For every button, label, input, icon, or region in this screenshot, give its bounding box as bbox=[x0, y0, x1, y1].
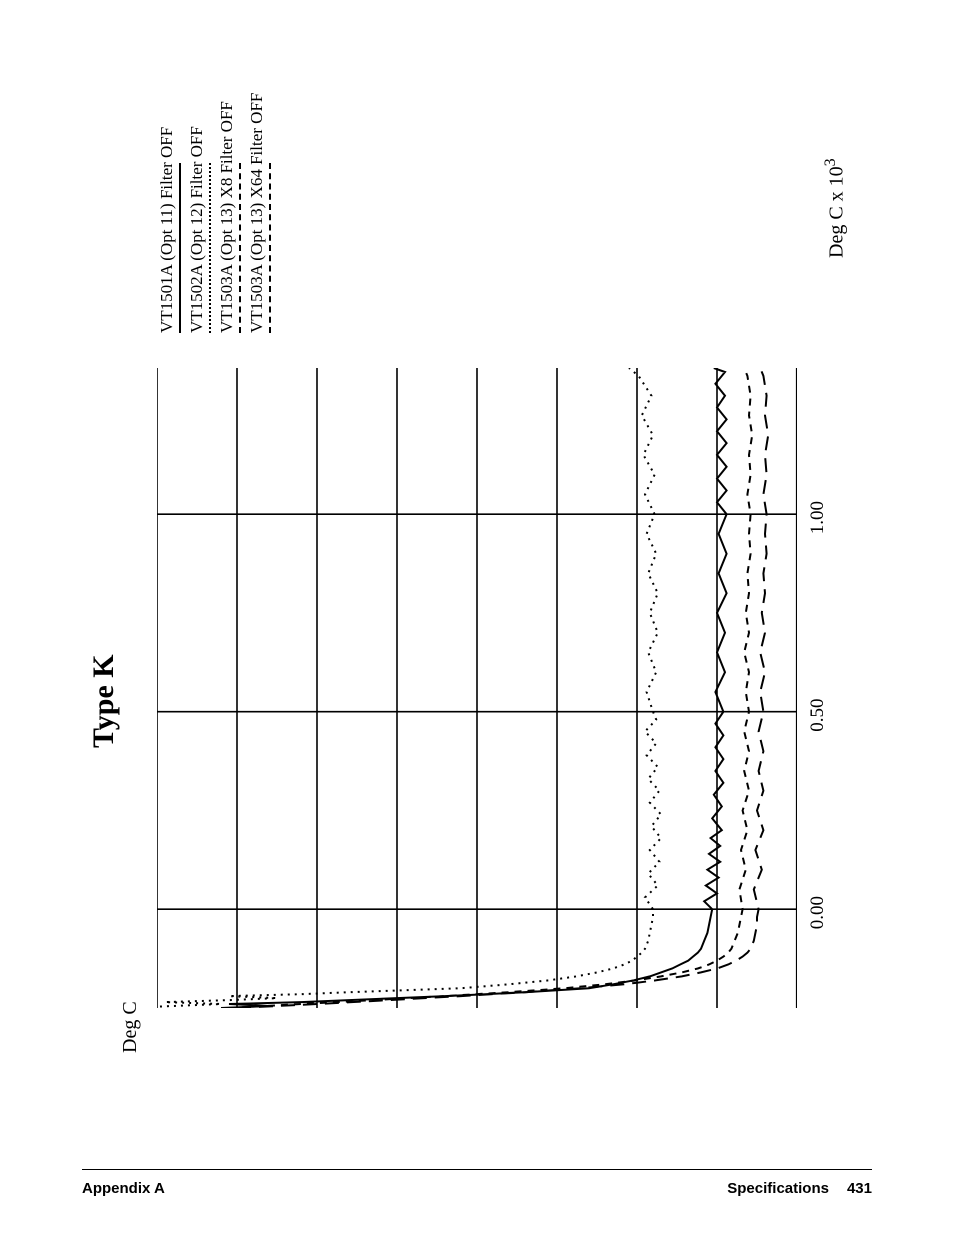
x-axis-title-text: Deg C x 10 bbox=[826, 166, 848, 258]
legend-entry: VT1503A (Opt 13) X8 Filter OFF bbox=[217, 92, 241, 332]
series-line bbox=[157, 368, 661, 1008]
legend-swatch bbox=[239, 163, 241, 333]
footer-left-text: Appendix A bbox=[82, 1180, 165, 1197]
chart-rotated-container: Type K Deg C Deg C x 103 0.000.501.001.5… bbox=[67, 108, 887, 1128]
x-axis-title: Deg C x 103 bbox=[822, 158, 849, 258]
chart-stage: Type K Deg C Deg C x 103 0.000.501.001.5… bbox=[67, 108, 887, 1128]
x-tick-label: 0.00 bbox=[807, 896, 829, 929]
x-axis-title-exponent: 3 bbox=[822, 158, 839, 166]
legend-entry: VT1502A (Opt 12) Filter OFF bbox=[187, 92, 211, 332]
legend-label: VT1501A (Opt 11) Filter OFF bbox=[157, 126, 177, 332]
x-tick-label: 0.50 bbox=[807, 698, 829, 731]
page-footer: Appendix A Specifications 431 bbox=[82, 1169, 872, 1197]
legend-label: VT1503A (Opt 13) X64 Filter OFF bbox=[247, 92, 267, 332]
series-line bbox=[221, 368, 727, 1008]
legend-label: VT1503A (Opt 13) X8 Filter OFF bbox=[217, 101, 237, 333]
legend-swatch bbox=[269, 163, 271, 333]
footer-right-label: Specifications bbox=[727, 1180, 829, 1197]
y-axis-title: Deg C bbox=[119, 1001, 142, 1053]
legend-entry: VT1501A (Opt 11) Filter OFF bbox=[157, 92, 181, 332]
legend-swatch bbox=[179, 163, 181, 333]
chart-legend: VT1501A (Opt 11) Filter OFF VT1502A (Opt … bbox=[157, 92, 277, 332]
legend-swatch bbox=[209, 163, 211, 333]
footer-page-number: 431 bbox=[847, 1180, 872, 1197]
series-line bbox=[229, 368, 752, 1008]
legend-entry: VT1503A (Opt 13) X64 Filter OFF bbox=[247, 92, 271, 332]
legend-label: VT1502A (Opt 12) Filter OFF bbox=[187, 126, 207, 333]
chart-plot-area bbox=[157, 368, 797, 1008]
x-tick-label: 1.00 bbox=[807, 500, 829, 533]
chart-title: Type K bbox=[87, 654, 121, 748]
